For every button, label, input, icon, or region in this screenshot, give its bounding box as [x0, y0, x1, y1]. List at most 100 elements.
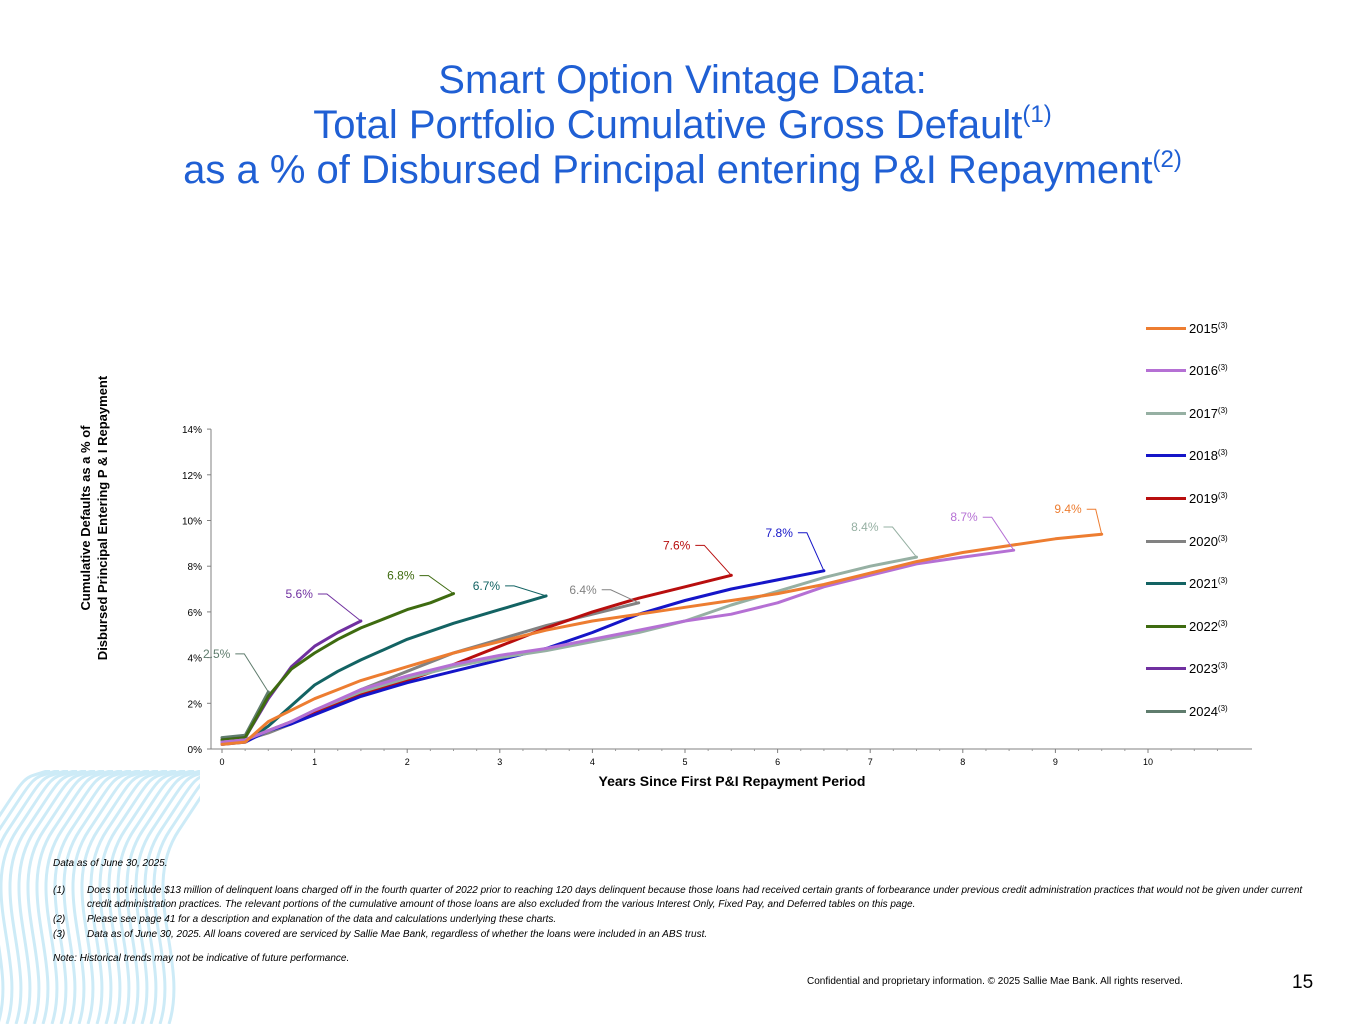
legend-label: 2017(3): [1189, 405, 1228, 421]
series-line-2015: [220, 532, 1104, 746]
legend-item-2018: 2018(3): [1146, 446, 1228, 466]
legend-item-2019: 2019(3): [1146, 488, 1228, 508]
end-label-leader-2022: [419, 575, 454, 595]
legend-footnote-mark: (3): [1217, 405, 1228, 415]
x-tick-label: 4: [590, 757, 595, 767]
title-line-3: as a % of Disbursed Principal entering P…: [0, 148, 1365, 193]
decorative-wave-line: [152, 783, 200, 1024]
end-label-leader-2016: [982, 516, 1015, 551]
end-label-2020: 6.4%: [569, 583, 597, 597]
y-tick-label: 6%: [188, 608, 203, 619]
legend-item-2017: 2017(3): [1146, 403, 1228, 423]
legend-label: 2021(3): [1189, 576, 1228, 592]
legend-footnote-mark: (3): [1217, 576, 1228, 586]
y-tick-label: 2%: [188, 699, 203, 710]
legend-footnote-mark: (3): [1217, 448, 1228, 458]
decorative-wave-line: [161, 795, 200, 1024]
decorative-wave-line: [44, 770, 123, 1024]
legend-footnote-mark: (3): [1217, 703, 1228, 713]
y-axis-title-line-2: Disbursed Principal Entering P & I Repay…: [95, 375, 110, 660]
y-tick-label: 10%: [182, 517, 202, 528]
y-tick-label: 8%: [188, 562, 203, 573]
footnote-1-text: Does not include $13 million of delinque…: [87, 885, 1303, 910]
x-tick-label: 5: [682, 757, 687, 767]
end-label-2024: 2.5%: [203, 647, 231, 661]
x-tick-label: 10: [1143, 757, 1153, 767]
x-tick-label: 2: [405, 757, 410, 767]
decorative-wave-line: [143, 775, 200, 1024]
decorative-wave-line: [89, 770, 168, 1024]
title-line-2-text: Total Portfolio Cumulative Gross Default: [313, 103, 1023, 147]
end-label-leader-2018: [797, 532, 825, 571]
title-line-3-text: as a % of Disbursed Principal entering P…: [183, 148, 1153, 192]
title-line-2: Total Portfolio Cumulative Gross Default…: [0, 103, 1365, 148]
end-label-2023: 5.6%: [286, 587, 314, 601]
decorative-wave-line: [0, 770, 78, 1024]
x-tick-label: 1: [312, 757, 317, 767]
title-footnote-1: (1): [1022, 101, 1052, 128]
end-label-leader-2021: [505, 585, 547, 597]
legend-footnote-mark: (3): [1217, 490, 1228, 500]
x-tick-label: 9: [1053, 757, 1058, 767]
footnote-3: (3) Data as of June 30, 2025. All loans …: [53, 928, 1315, 942]
decorative-wave-line: [35, 770, 114, 1024]
data-as-of-note: Data as of June 30, 2025.: [53, 858, 168, 869]
footnote-3-text: Data as of June 30, 2025. All loans cove…: [87, 929, 708, 940]
y-tick-label: 12%: [182, 471, 202, 482]
legend-label: 2024(3): [1189, 703, 1228, 719]
footnote-1-mark: (1): [53, 885, 66, 896]
end-label-2021: 6.7%: [473, 579, 501, 593]
legend-label: 2018(3): [1189, 448, 1228, 464]
legend-label: 2015(3): [1189, 320, 1228, 336]
decorative-wave-line: [0, 770, 51, 818]
legend-label: 2023(3): [1189, 661, 1228, 677]
title-footnote-2: (2): [1152, 146, 1182, 173]
legend-swatch: [1146, 667, 1186, 671]
end-label-2016: 8.7%: [950, 510, 978, 524]
footnotes: Data as of June 30, 2025. (1) Does not i…: [53, 857, 1315, 966]
end-label-2019: 7.6%: [663, 538, 691, 552]
legend-swatch: [1146, 326, 1186, 330]
decorative-wave-line: [107, 770, 186, 1024]
end-label-leader-2019: [695, 544, 732, 576]
legend-item-2016: 2016(3): [1146, 361, 1228, 381]
series-line-2022: [220, 592, 455, 742]
decorative-wave-line: [0, 770, 60, 832]
decorative-wave-line: [62, 770, 141, 1024]
end-label-leader-2020: [601, 589, 639, 604]
footnote-2-mark: (2): [53, 914, 66, 925]
legend-swatch: [1146, 624, 1186, 628]
y-tick-label: 14%: [182, 425, 202, 436]
decorative-wave-line: [116, 770, 195, 1024]
end-label-2015: 9.4%: [1054, 502, 1082, 516]
x-tick-label: 8: [960, 757, 965, 767]
decorative-wave-line: [8, 770, 87, 1024]
legend-swatch: [1146, 582, 1186, 586]
legend-swatch: [1146, 709, 1186, 713]
title-line-1: Smart Option Vintage Data:: [438, 58, 927, 102]
confidentiality-footer: Confidential and proprietary information…: [807, 976, 1183, 987]
legend-item-2021: 2021(3): [1146, 574, 1228, 594]
end-label-leader-2024: [235, 653, 269, 693]
legend-item-2020: 2020(3): [1146, 531, 1228, 551]
legend-label: 2019(3): [1189, 490, 1228, 506]
decorative-wave-graphic: [0, 770, 200, 1024]
legend-footnote-mark: (3): [1217, 363, 1228, 373]
decorative-wave-line: [80, 770, 159, 1024]
end-label-leader-2015: [1086, 508, 1103, 535]
footnote-2-text: Please see page 41 for a description and…: [87, 914, 557, 925]
decorative-wave-line: [125, 770, 200, 1024]
legend-label: 2016(3): [1189, 363, 1228, 379]
end-label-leader-2017: [883, 526, 917, 558]
x-tick-label: 0: [219, 757, 224, 767]
legend-label: 2022(3): [1189, 618, 1228, 634]
x-tick-label: 6: [775, 757, 780, 767]
end-label-2022: 6.8%: [387, 569, 415, 583]
page-title: Smart Option Vintage Data: Total Portfol…: [0, 58, 1365, 193]
decorative-wave-line: [17, 770, 96, 1024]
legend-swatch: [1146, 496, 1186, 500]
decorative-wave-line: [71, 770, 150, 1024]
historical-trends-note: Note: Historical trends may not be indic…: [53, 953, 350, 964]
x-tick-label: 3: [497, 757, 502, 767]
legend-item-2015: 2015(3): [1146, 318, 1228, 338]
